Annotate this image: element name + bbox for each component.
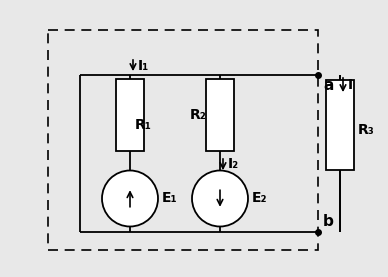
Text: a: a xyxy=(323,78,333,93)
Text: R₁: R₁ xyxy=(135,118,152,132)
Text: E₂: E₂ xyxy=(252,191,267,206)
Text: b: b xyxy=(323,214,334,229)
Text: E₁: E₁ xyxy=(162,191,178,206)
Bar xyxy=(206,79,234,151)
Text: R₃: R₃ xyxy=(358,123,375,137)
Bar xyxy=(326,80,354,170)
Text: R₂: R₂ xyxy=(190,108,207,122)
Text: I₂: I₂ xyxy=(228,157,239,171)
Circle shape xyxy=(192,171,248,227)
Text: I₁: I₁ xyxy=(138,59,149,73)
Text: I: I xyxy=(348,78,353,92)
Bar xyxy=(116,79,144,151)
Circle shape xyxy=(102,171,158,227)
Bar xyxy=(48,30,318,250)
